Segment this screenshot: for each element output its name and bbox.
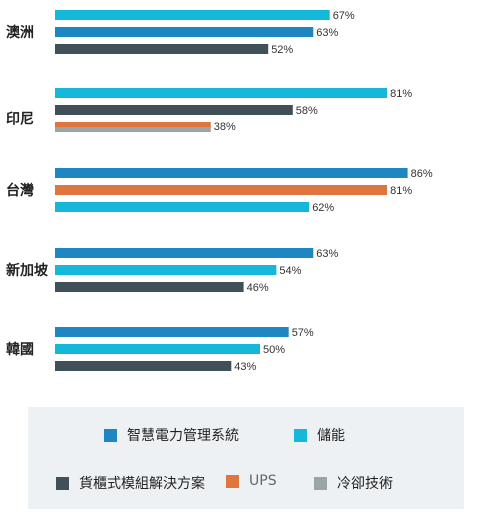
legend-swatch-smart-power — [104, 428, 117, 442]
bar — [55, 44, 269, 54]
bar — [55, 202, 310, 212]
legend-swatch-cooling — [314, 476, 327, 490]
bar — [55, 265, 277, 275]
bar-value-label: 46% — [247, 282, 269, 294]
bar — [55, 185, 388, 195]
group-label: 台灣 — [6, 182, 34, 199]
legend-item-cooling: 冷卻技術 — [314, 473, 393, 493]
bar — [55, 105, 293, 115]
bar-value-label: 52% — [271, 44, 293, 56]
legend-item-smart-power: 智慧電力管理系統 — [104, 425, 239, 445]
bar-value-label: 63% — [316, 27, 338, 39]
legend-item-ups: UPS — [226, 473, 277, 489]
group-label: 新加坡 — [6, 262, 49, 279]
legend-swatch-ups — [226, 474, 239, 488]
bar — [55, 122, 211, 127]
bar-value-label: 43% — [234, 361, 256, 373]
bar-value-label: 62% — [312, 202, 334, 214]
bar-value-label: 81% — [390, 88, 412, 100]
legend-label-smart-power: 智慧電力管理系統 — [127, 428, 239, 444]
bar-value-label: 86% — [411, 168, 433, 180]
bar — [55, 168, 408, 178]
bar-value-label: 38% — [214, 121, 236, 133]
legend-label-storage: 儲能 — [317, 428, 345, 444]
bar — [55, 344, 260, 354]
bar-value-label: 58% — [296, 105, 318, 117]
legend-label-cooling: 冷卻技術 — [337, 476, 393, 492]
legend-swatch-storage — [294, 428, 307, 442]
bar — [55, 327, 289, 337]
bar — [55, 127, 211, 132]
legend-swatch-rack-module — [56, 476, 69, 490]
bar — [55, 27, 314, 37]
bar — [55, 10, 330, 20]
bar-value-label: 57% — [292, 327, 314, 339]
legend-item-storage: 儲能 — [294, 425, 345, 445]
bar-value-label: 50% — [263, 344, 285, 356]
bar-value-label: 54% — [279, 265, 301, 277]
bar-chart: 澳洲 67% 63% 52% 印尼 81% 58% 38% 台灣 86% 81% 62% 新加坡 63% 5… — [6, 10, 433, 373]
bar — [55, 248, 314, 258]
group-label: 韓國 — [6, 341, 34, 358]
bar-value-label: 81% — [390, 185, 412, 197]
legend: 智慧電力管理系統 儲能 貨櫃式模組解決方案 UPS 冷卻技術 — [28, 407, 464, 509]
group-label: 印尼 — [6, 111, 34, 128]
bar-value-label: 67% — [333, 10, 355, 22]
bar-value-label: 63% — [316, 248, 338, 260]
group-label: 澳洲 — [6, 24, 34, 41]
bar — [55, 361, 232, 371]
legend-label-ups: UPS — [249, 473, 277, 489]
legend-item-rack-module: 貨櫃式模組解決方案 — [56, 473, 205, 493]
legend-label-rack-module: 貨櫃式模組解決方案 — [79, 476, 205, 492]
bar — [55, 88, 388, 98]
bar — [55, 282, 244, 292]
